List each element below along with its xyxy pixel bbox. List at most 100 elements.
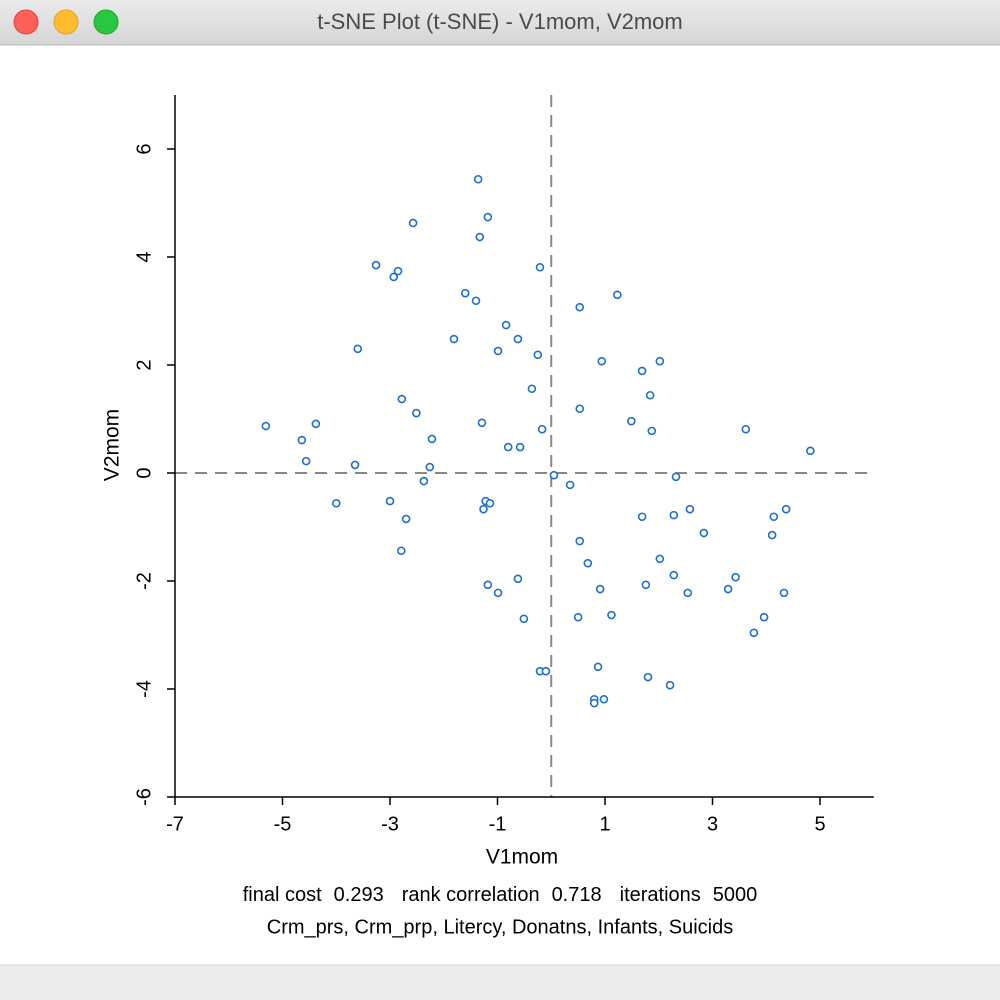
stat-value: 0.293 [334,884,384,906]
stat-label: rank correlation [402,884,540,906]
point [261,421,271,431]
point [643,672,653,682]
point [493,346,503,356]
point [699,528,709,538]
point [397,394,407,404]
point [425,462,435,472]
point [501,320,511,330]
point [723,584,733,594]
x-tick-label: -3 [381,813,399,835]
point [513,574,523,584]
point [533,350,543,360]
minimize-button[interactable] [53,9,79,35]
point [515,442,525,452]
point [767,530,777,540]
point [519,614,529,624]
y-axis-title: V2mom [101,409,124,481]
plot: -7 -5 -3 -1 1 3 5 -6 -4 -2 0 2 4 6 [133,95,874,835]
point [297,435,307,445]
y-tick-label: 2 [133,359,155,370]
x-tick-label: 3 [707,813,718,835]
point [806,446,815,456]
close-button[interactable] [13,9,39,35]
point [593,662,603,672]
point [385,496,395,506]
point [647,426,657,436]
point [597,356,607,366]
point [731,572,740,582]
stats-text: final cost 0.293 rank correlation 0.718 iter… [243,884,758,906]
point [781,504,791,514]
point [311,419,321,429]
point [535,262,545,272]
stat-label: iterations [620,884,701,906]
point [589,698,599,708]
point [645,390,655,400]
point [473,174,483,184]
point [485,498,495,508]
x-axis-title: V1mom [486,846,558,869]
point [599,694,609,704]
point [565,480,575,490]
x-tick-label: -7 [166,813,184,835]
zoom-button[interactable] [93,9,119,35]
point [637,366,647,376]
point [353,344,363,354]
point [759,612,769,622]
point [549,470,559,480]
y-tick-label: -6 [133,788,155,806]
window-title: t-SNE Plot (t-SNE) - V1mom, V2mom [317,9,683,34]
point [475,232,485,242]
point [460,288,470,298]
point [749,628,759,638]
point [477,418,487,428]
point [483,580,493,590]
x-tick-label: -5 [274,813,292,835]
point [331,498,341,508]
point [575,404,585,414]
y-tick-label: -2 [133,572,155,590]
point [769,512,779,522]
point [655,554,665,564]
point [471,296,481,306]
stats-line: final cost 0.293 rank correlation 0.718 iter… [243,884,758,906]
status-bar [0,965,1000,1000]
point [637,512,647,522]
point [493,588,503,598]
point [627,416,636,426]
point [401,514,411,524]
point [350,460,360,470]
point [575,536,585,546]
y-tick-label: 4 [133,251,155,262]
point [655,356,665,366]
point [573,612,583,622]
x-tick-label: -1 [489,813,507,835]
y-tick-label: 0 [133,467,155,478]
point [607,610,616,620]
point [389,272,399,282]
point [671,472,681,482]
point [396,546,406,556]
point [665,680,675,690]
point [641,580,651,590]
stat-value: 0.718 [552,884,602,906]
point [412,408,421,418]
point [408,218,418,228]
y-tick-label: 6 [133,143,155,154]
point [537,424,547,434]
point [595,584,605,594]
point [427,434,437,444]
point [779,588,789,598]
title-bar [0,0,1000,45]
point [419,476,429,486]
point [741,424,751,434]
point [393,266,403,276]
y-tick-label: -4 [133,680,155,698]
stat-value: 5000 [713,884,758,906]
point [371,260,381,270]
point [527,384,537,394]
point [669,570,679,580]
x-tick-label: 1 [599,813,610,835]
